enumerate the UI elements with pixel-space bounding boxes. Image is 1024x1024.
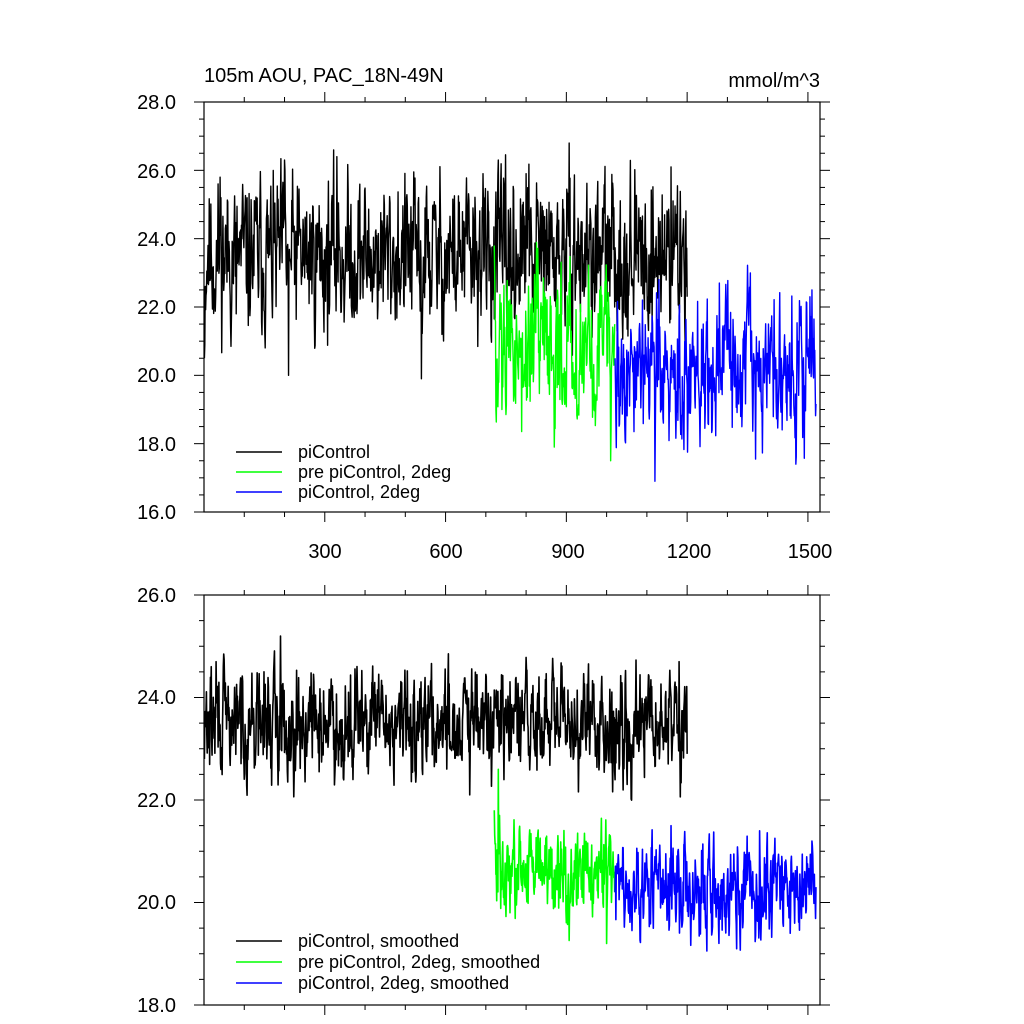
legend-label: piControl, 2deg, smoothed — [298, 973, 509, 993]
top-legend: piControl pre piControl, 2deg piControl,… — [236, 442, 451, 502]
series-line-picontrol-2deg — [614, 264, 817, 482]
bottom-ytick-label: 24.0 — [137, 687, 176, 709]
top-xtick-label: 900 — [551, 541, 584, 563]
top-ytick-label: 18.0 — [137, 434, 176, 456]
bottom-plot-frame — [203, 594, 821, 1006]
top-ytick-label: 22.0 — [137, 297, 176, 319]
legend-label: piControl, smoothed — [298, 931, 459, 951]
series-line-picontrol-smoothed — [203, 635, 688, 801]
top-plot-frame — [203, 101, 821, 513]
top-xtick-label: 1200 — [667, 541, 712, 563]
bottom-ytick-label: 18.0 — [137, 995, 176, 1017]
series-line-picontrol — [203, 142, 688, 380]
chart-title: 105m AOU, PAC_18N-49N — [204, 65, 444, 87]
legend-label: pre piControl, 2deg, smoothed — [298, 952, 540, 972]
bottom-chart: 18.0 20.0 22.0 24.0 26.0 piControl, smoo… — [137, 585, 830, 1017]
legend-label: piControl — [298, 442, 370, 462]
bottom-ytick-label: 22.0 — [137, 790, 176, 812]
bottom-series-group — [203, 635, 817, 952]
top-xtick-label: 300 — [308, 541, 341, 563]
top-ytick-label: 20.0 — [137, 365, 176, 387]
top-ticks — [194, 92, 830, 522]
top-chart: 105m AOU, PAC_18N-49N mmol/m^3 16.0 18.0… — [137, 65, 832, 563]
top-xtick-label: 600 — [429, 541, 462, 563]
top-ytick-label: 16.0 — [137, 502, 176, 524]
top-xtick-label: 1500 — [788, 541, 833, 563]
legend-label: pre piControl, 2deg — [298, 462, 451, 482]
top-ytick-label: 24.0 — [137, 229, 176, 251]
series-line-picontrol-2deg-smoothed — [614, 824, 817, 952]
bottom-legend: piControl, smoothed pre piControl, 2deg,… — [236, 931, 540, 993]
units-label: mmol/m^3 — [728, 70, 820, 92]
series-line-pre-picontrol-2deg — [493, 241, 616, 462]
top-ytick-label: 26.0 — [137, 161, 176, 183]
top-series-group — [203, 142, 817, 482]
legend-label: piControl, 2deg — [298, 482, 420, 502]
bottom-ytick-label: 20.0 — [137, 892, 176, 914]
top-ytick-label: 28.0 — [137, 92, 176, 114]
bottom-ticks — [194, 585, 830, 1015]
bottom-ytick-label: 26.0 — [137, 585, 176, 607]
series-line-pre-picontrol-2deg-smoothed — [493, 768, 616, 945]
